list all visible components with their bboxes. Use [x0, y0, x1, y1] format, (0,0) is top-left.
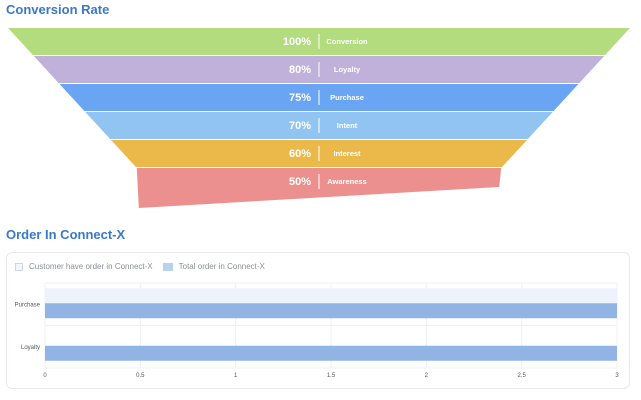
x-tick-label: 2.5 — [517, 373, 526, 379]
legend-label-customer: Customer have order in Connect-X — [29, 262, 153, 271]
legend-item-customer[interactable]: Customer have order in Connect-X — [15, 262, 153, 271]
bar-loyalty-series-2[interactable] — [45, 345, 617, 361]
x-tick-label: 0 — [43, 373, 47, 379]
funnel-label-loyalty: Loyalty — [334, 65, 361, 74]
funnel-value-loyalty: 80% — [289, 64, 311, 76]
funnel-label-purchase: Purchase — [330, 93, 364, 102]
bar-chart-card: 0 0.5 1 1.5 2 2.5 3 Purchase Loyalty Customer ha… — [6, 252, 630, 389]
bar-purchase-series-1[interactable] — [45, 288, 617, 304]
funnel-value-awareness: 50% — [289, 176, 311, 188]
bar-purchase-series-2[interactable] — [45, 303, 617, 319]
legend-item-total[interactable]: Total order in Connect-X — [162, 262, 265, 271]
bar-chart-title: Order In Connect-X — [6, 227, 126, 242]
funnel-value-interest: 60% — [289, 148, 311, 160]
funnel-label-interest: Interest — [333, 149, 361, 158]
funnel-value-conversion: 100% — [283, 36, 311, 48]
x-tick-label: 3 — [615, 373, 619, 379]
funnel-chart-title: Conversion Rate — [6, 2, 110, 17]
x-tick-label: 1 — [234, 373, 238, 379]
funnel-label-awareness: Awareness — [327, 177, 366, 186]
y-tick-label: Loyalty — [21, 345, 40, 351]
legend-label-total: Total order in Connect-X — [178, 262, 265, 271]
bar-chart: 0 0.5 1 1.5 2 2.5 3 Purchase Loyalty — [15, 282, 619, 379]
x-tick-label: 0.5 — [136, 373, 145, 379]
x-tick-label: 1.5 — [327, 373, 336, 379]
x-tick-label: 2 — [425, 373, 429, 379]
y-tick-label: Purchase — [15, 302, 41, 308]
funnel-label-conversion: Conversion — [326, 37, 368, 46]
funnel-chart: 100% Conversion 80% Loyalty 75% Purchase 70% In… — [8, 28, 630, 208]
legend-swatch-customer — [15, 262, 23, 271]
funnel-value-intent: 70% — [289, 120, 311, 132]
legend-swatch-total — [162, 262, 173, 271]
bar-chart-legend: Customer have order in Connect-X Total o… — [15, 262, 265, 271]
funnel-value-purchase: 75% — [289, 92, 311, 104]
funnel-label-intent: Intent — [337, 121, 358, 130]
